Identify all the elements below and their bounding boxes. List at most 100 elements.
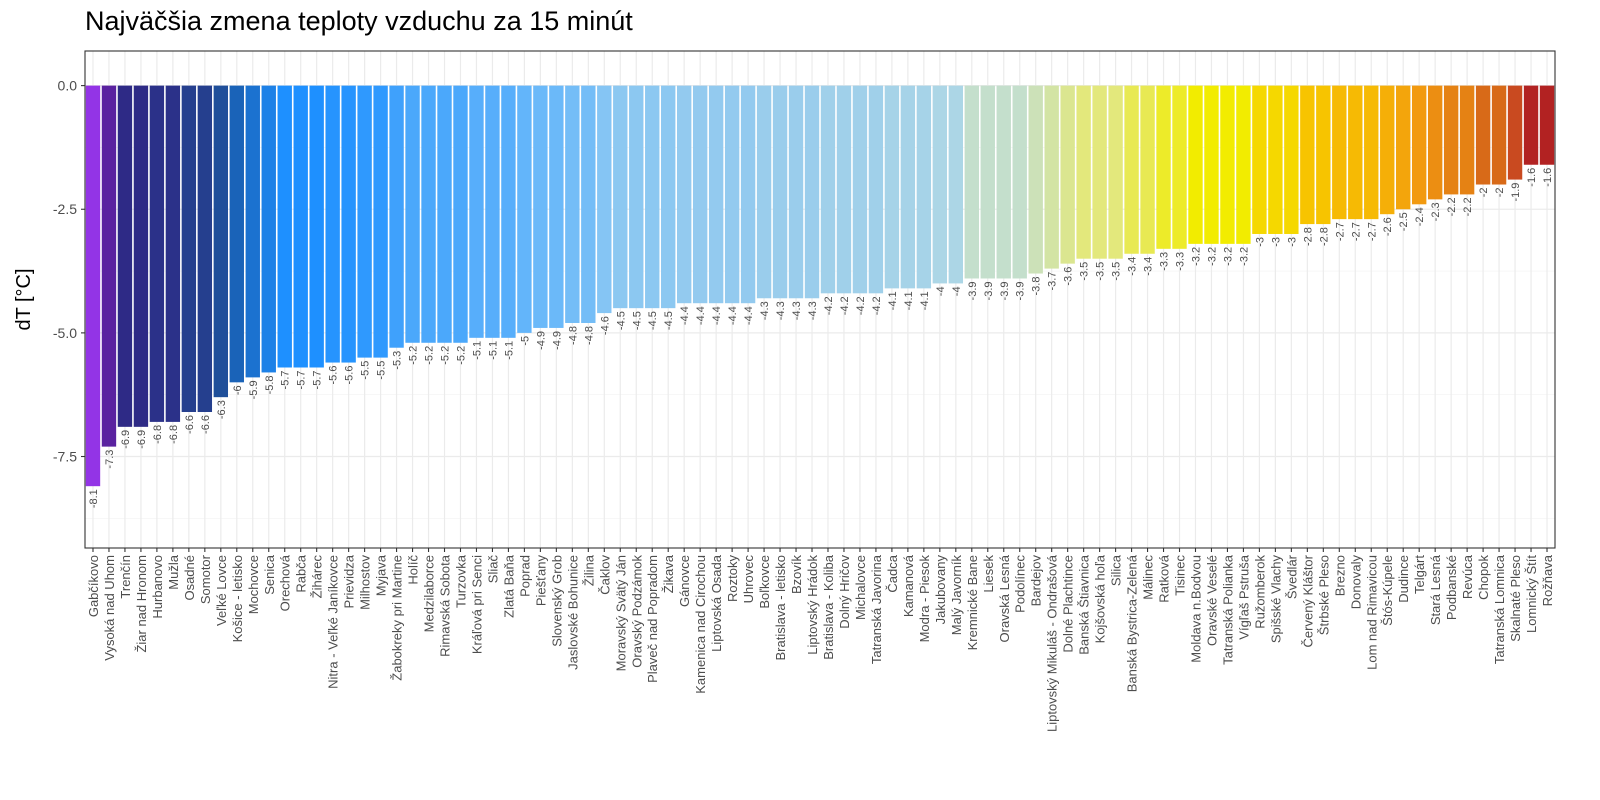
x-tick-label: Tisinec <box>1173 555 1188 596</box>
bar <box>229 85 244 383</box>
x-tick-label: Žabokreky pri Martine <box>390 555 405 681</box>
x-tick-label: Telgárt <box>1412 555 1427 594</box>
bar <box>1491 85 1507 185</box>
data-label: -1.9 <box>1510 183 1522 202</box>
data-label: -4.9 <box>535 331 547 350</box>
x-tick-label: Malý Javorník <box>949 555 964 636</box>
bar <box>389 85 404 348</box>
bar <box>1188 85 1203 244</box>
data-label: -6.9 <box>136 430 148 449</box>
x-tick-label: Sliač <box>485 555 500 584</box>
data-label: -6 <box>232 385 244 395</box>
x-tick-label: Kamenica nad Cirochou <box>693 555 708 694</box>
x-tick-label: Hurbanovo <box>150 555 165 619</box>
x-tick-label: Rožňava <box>1540 554 1555 606</box>
data-label: -4.1 <box>919 291 931 310</box>
bar <box>1012 85 1027 279</box>
x-tick-label: Donovaly <box>1348 555 1363 610</box>
data-label: -3.2 <box>1222 247 1234 266</box>
x-tick-label: Kamanová <box>901 554 916 617</box>
bar <box>533 85 548 328</box>
data-label: -4.3 <box>759 301 771 320</box>
bar <box>1507 85 1523 180</box>
bar <box>293 85 308 368</box>
data-label: -4.5 <box>647 311 659 330</box>
bar <box>1380 85 1395 215</box>
x-tick-label: Štós-Kúpele <box>1380 555 1395 626</box>
data-label: -5.2 <box>455 346 467 365</box>
data-label: -6.6 <box>184 415 196 434</box>
data-label: -2.6 <box>1382 217 1394 236</box>
x-tick-label: Dolné Plachtince <box>1061 555 1076 653</box>
x-tick-label: Dudince <box>1396 555 1411 603</box>
data-label: -2 <box>1494 188 1506 198</box>
bar <box>421 85 436 343</box>
bar <box>517 85 532 333</box>
x-tick-label: Moldava n.Bodvou <box>1188 555 1203 663</box>
bar <box>772 85 788 299</box>
data-label: -7.3 <box>104 450 116 469</box>
x-tick-label: Holíč <box>406 555 421 585</box>
bar <box>1396 85 1411 210</box>
data-label: -5.7 <box>296 370 308 389</box>
x-tick-label: Bratislava - letisko <box>773 555 788 660</box>
data-label: -4.5 <box>631 311 643 330</box>
bar <box>197 85 213 413</box>
x-tick-label: Čaklov <box>597 555 612 595</box>
data-label: -5.7 <box>312 370 324 389</box>
x-tick-label: Slovenský Grob <box>549 555 564 647</box>
data-label: -3 <box>1286 237 1298 247</box>
x-tick-label: Bratislava - Koliba <box>821 554 836 660</box>
data-label: -5.9 <box>248 380 260 399</box>
x-tick-label: Spišské Vlachy <box>1268 555 1283 644</box>
x-tick-label: Mužla <box>166 554 181 589</box>
bar <box>261 85 276 373</box>
x-tick-label: Žikava <box>661 554 676 593</box>
bar <box>1300 85 1315 225</box>
data-label: -3.9 <box>1015 281 1027 300</box>
bar <box>1427 85 1443 200</box>
bar <box>629 85 644 309</box>
x-tick-label: Chopok <box>1476 555 1491 600</box>
x-tick-label: Málinec <box>1141 555 1156 600</box>
bar <box>549 85 564 328</box>
data-label: -4.4 <box>695 306 707 325</box>
x-tick-label: Gabčíkovo <box>86 555 101 617</box>
data-label: -4.8 <box>567 326 579 345</box>
x-tick-label: Tatranská Polianka <box>1220 554 1235 665</box>
data-label: -4.2 <box>839 296 851 315</box>
x-tick-label: Vígľaš Pstruša <box>1236 554 1251 639</box>
x-tick-label: Zlatá Baňa <box>501 554 516 618</box>
data-label: -3.6 <box>1063 267 1075 286</box>
data-label: -4.4 <box>727 306 739 325</box>
x-tick-label: Tatranská Lomnica <box>1492 554 1507 664</box>
data-label: -2.5 <box>1398 212 1410 231</box>
data-label: -6.8 <box>152 425 164 444</box>
data-label: -4.1 <box>903 291 915 310</box>
x-tick-label: Liptovský Mikuláš - Ondrašová <box>1045 554 1060 732</box>
bar <box>1204 85 1219 244</box>
data-label: -2.7 <box>1350 222 1362 241</box>
bar <box>1108 85 1123 259</box>
bar <box>1523 85 1539 165</box>
x-tick-label: Banská Bystrica-Zelená <box>1125 554 1140 692</box>
bar <box>309 85 324 368</box>
bar <box>964 85 979 279</box>
x-tick-label: Žihárec <box>310 555 325 599</box>
bar <box>357 85 372 358</box>
x-tick-label: Gánovce <box>677 555 692 607</box>
data-label: -6.6 <box>200 415 212 434</box>
data-label: -3.5 <box>1079 262 1091 281</box>
bar <box>1459 85 1475 195</box>
data-label: -4.3 <box>791 301 803 320</box>
data-label: -5.1 <box>503 341 515 360</box>
x-tick-label: Stará Lesná <box>1428 554 1443 625</box>
x-tick-label: Tatranská Javorina <box>869 554 884 664</box>
data-label: -4 <box>935 286 947 296</box>
x-tick-label: Mochovce <box>246 555 261 614</box>
x-tick-label: Bzovík <box>789 555 804 595</box>
data-label: -3.5 <box>1111 262 1123 281</box>
bar <box>1348 85 1363 220</box>
